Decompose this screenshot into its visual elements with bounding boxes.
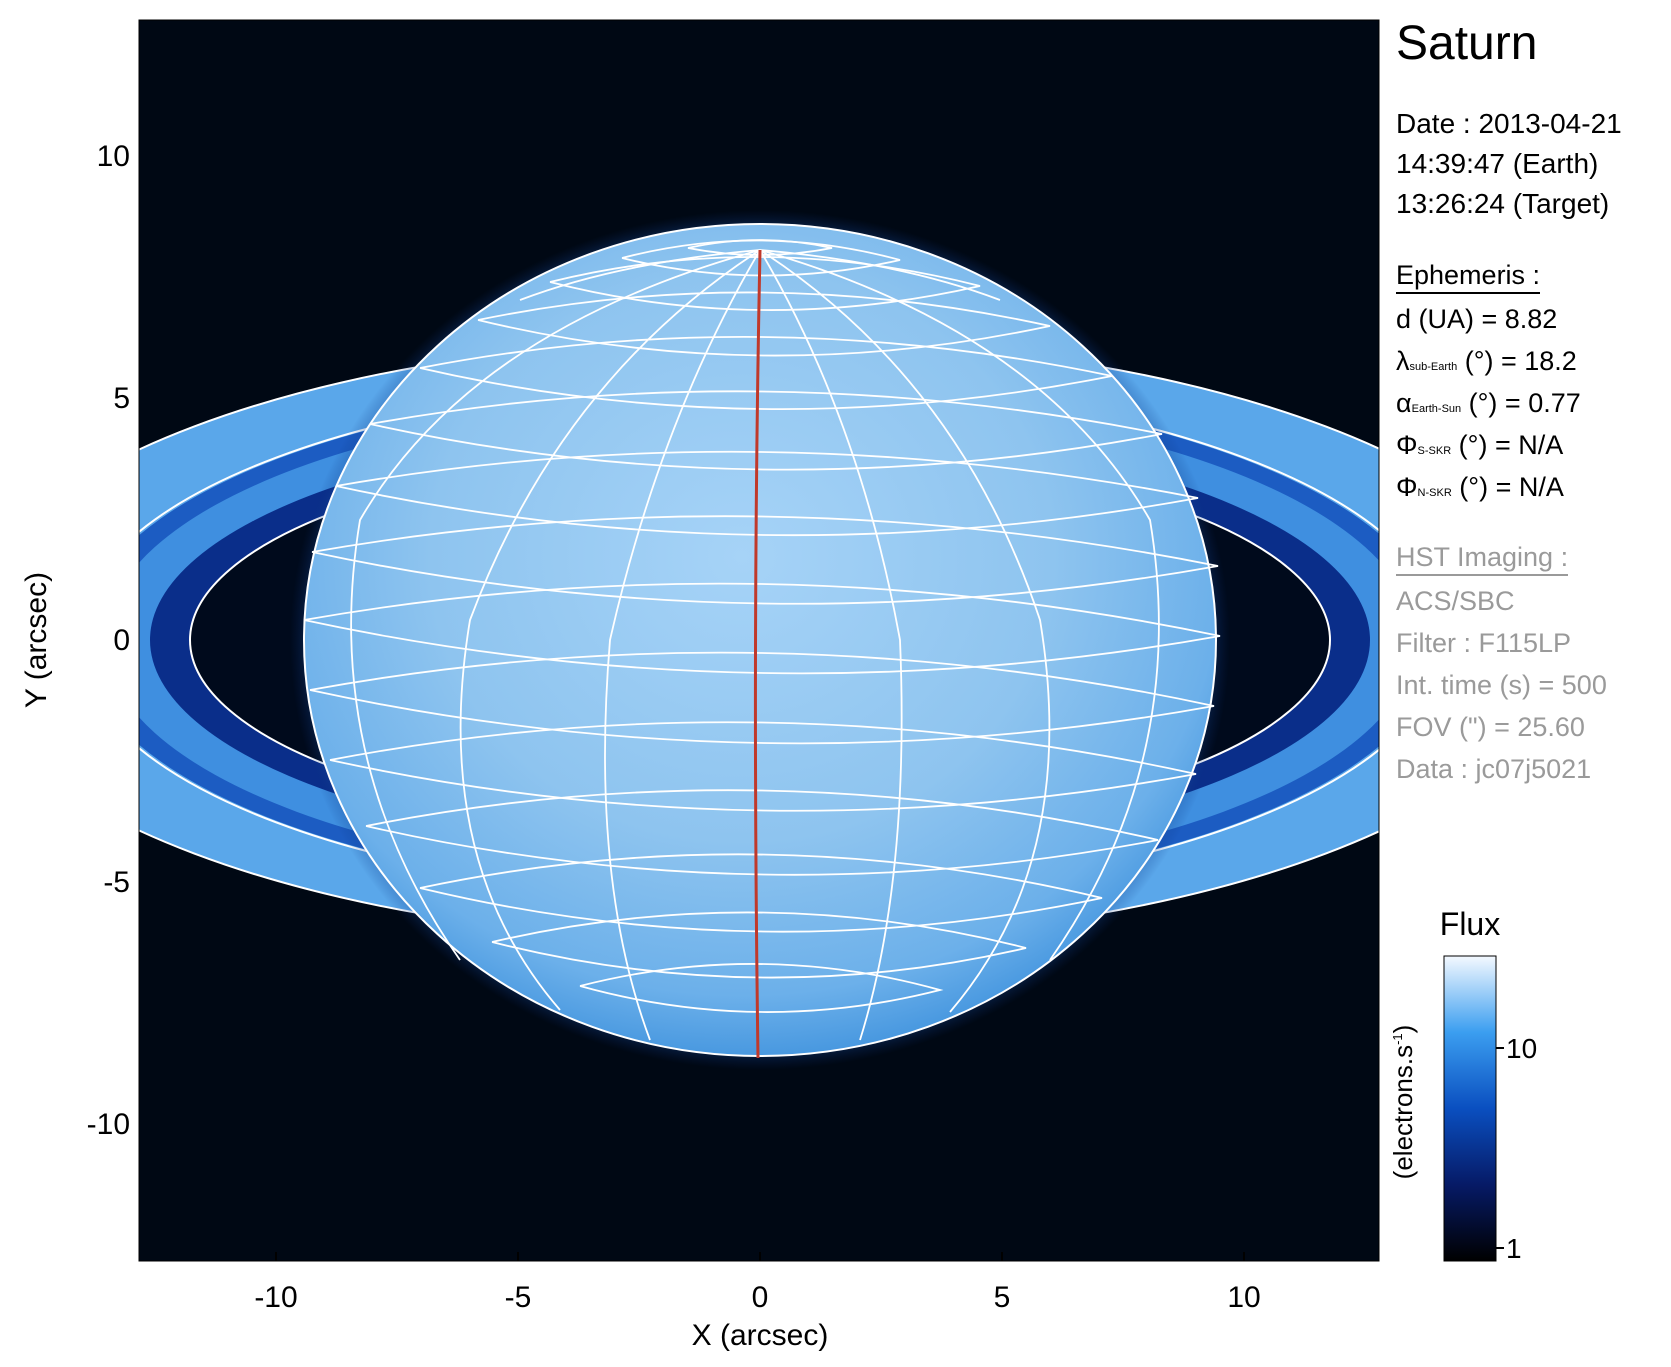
alpha-subscript: Earth-Sun	[1411, 403, 1462, 415]
phi-n-subscript: N-SKR	[1417, 487, 1452, 499]
colorbar-unit-label: (electrons.s-1)	[1388, 1025, 1418, 1180]
colorbar-title: Flux	[1440, 906, 1500, 942]
observation-date: Date : 2013-04-21	[1396, 108, 1622, 139]
y-axis-label: Y (arcsec)	[20, 572, 53, 708]
x-axis-label: X (arcsec)	[692, 1319, 829, 1352]
y-tick-label: 10	[97, 140, 130, 173]
phi-s-subscript: S-SKR	[1417, 445, 1452, 457]
y-tick-label: -10	[87, 1108, 130, 1141]
target-time: 13:26:24 (Target)	[1396, 188, 1610, 219]
hst-data-id: Data : jc07j5021	[1396, 754, 1592, 784]
x-tick-label: 10	[1227, 1281, 1260, 1314]
ephemeris-sub-earth-latitude: λsub-Earth (°) = 18.2	[1396, 340, 1577, 388]
colorbar-gradient	[1443, 955, 1497, 1262]
colorbar-tick-label: 10	[1506, 1033, 1537, 1064]
ephemeris-distance: d (UA) = 8.82	[1396, 304, 1558, 334]
hst-filter: Filter : F115LP	[1396, 628, 1572, 658]
lambda-symbol: λ	[1396, 346, 1410, 376]
colorbar-tick-label: 1	[1506, 1233, 1522, 1264]
phi-s-value: (°) = N/A	[1451, 430, 1564, 460]
x-tick-label: -5	[505, 1281, 532, 1314]
ephemeris-s-skr-phase: ΦS-SKR (°) = N/A	[1396, 424, 1563, 472]
target-title: Saturn	[1396, 17, 1538, 70]
hst-fov: FOV (") = 25.60	[1396, 712, 1585, 742]
y-tick-label: 0	[113, 624, 130, 657]
y-tick-label: -5	[103, 866, 130, 899]
ephemeris-phase-angle: αEarth-Sun (°) = 0.77	[1396, 382, 1581, 430]
hst-header: HST Imaging :	[1396, 536, 1569, 578]
lambda-subscript: sub-Earth	[1409, 361, 1458, 373]
x-tick-label: 0	[752, 1281, 769, 1314]
ephemeris-n-skr-phase: ΦN-SKR (°) = N/A	[1396, 466, 1564, 514]
earth-time: 14:39:47 (Earth)	[1396, 148, 1599, 179]
phi-symbol: Φ	[1396, 430, 1418, 460]
ephemeris-header-text: Ephemeris :	[1396, 260, 1541, 294]
saturn-limb-outline	[303, 223, 1217, 1057]
hst-instrument: ACS/SBC	[1396, 586, 1515, 616]
x-axis-ticks	[275, 1252, 1245, 1261]
hst-integration-time: Int. time (s) = 500	[1396, 670, 1607, 700]
central-meridian-line	[753, 249, 762, 1059]
alpha-value: (°) = 0.77	[1461, 388, 1581, 418]
hst-header-text: HST Imaging :	[1396, 542, 1569, 576]
lambda-value: (°) = 18.2	[1457, 346, 1577, 376]
y-tick-label: 5	[113, 382, 130, 415]
phi-n-value: (°) = N/A	[1451, 472, 1564, 502]
x-tick-label: 5	[994, 1281, 1011, 1314]
ephemeris-header: Ephemeris :	[1396, 254, 1541, 296]
x-tick-label: -10	[254, 1281, 297, 1314]
saturn-disk	[304, 224, 1216, 1056]
phi-symbol: Φ	[1396, 472, 1418, 502]
alpha-symbol: α	[1396, 388, 1412, 418]
colorbar-ticks	[1496, 1047, 1504, 1249]
